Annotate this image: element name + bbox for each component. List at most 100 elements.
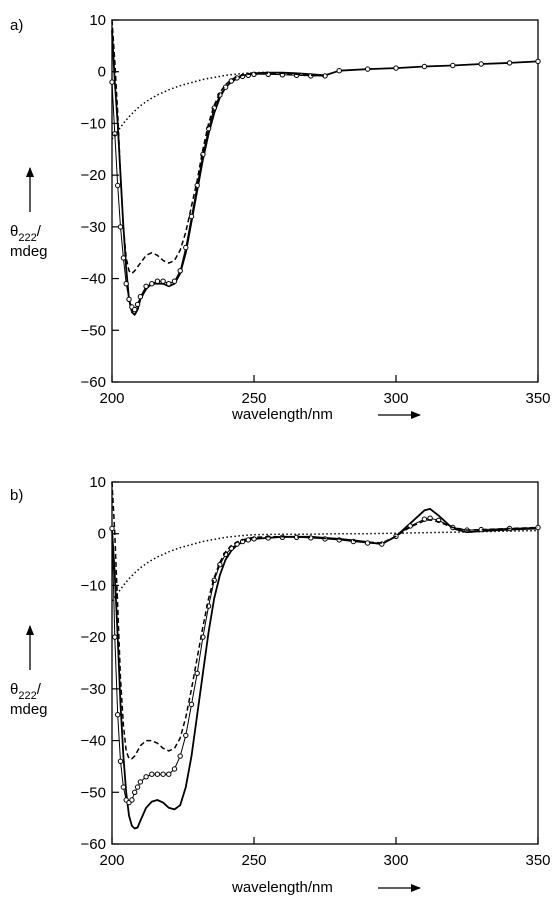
data-point (171, 278, 178, 284)
x-axis: 200 250 300 350 (99, 837, 551, 869)
data-point (137, 779, 144, 785)
data-point (115, 182, 121, 189)
x-axis: 200 250 300 350 (99, 375, 551, 407)
panel-b: b) 100−10−20−30−40−50−60 200 250 300 350 θ2… (10, 474, 551, 896)
y-axis: 10 0 −10 −20 −30 −40 −50 −60 (81, 12, 119, 391)
x-axis-label: wavelength/nm (231, 879, 421, 896)
x-axis-title: wavelength/nm (231, 879, 333, 896)
data-point (115, 712, 121, 718)
data-point (112, 634, 118, 640)
y-tick-label: −60 (81, 374, 106, 391)
series-line-dotted (111, 529, 539, 602)
data-point (166, 281, 172, 287)
data-point (188, 701, 195, 708)
series-line-circles (111, 517, 539, 804)
data-point (364, 540, 371, 546)
x-tick-label: 300 (383, 390, 408, 407)
data-point (120, 784, 127, 790)
plot-frame (111, 481, 539, 845)
x-tick-label: 200 (99, 852, 124, 869)
y-tick-label: 10 (89, 474, 106, 491)
data-point (117, 758, 124, 764)
series-line-solid (111, 30, 539, 316)
data-point (183, 732, 189, 739)
y-tick-label: −40 (81, 733, 106, 750)
x-tick-label: 350 (525, 852, 550, 869)
series-line-solid (111, 508, 539, 830)
x-tick-label: 200 (99, 390, 124, 407)
data-point (137, 294, 144, 300)
series-line-dotted (111, 71, 269, 140)
series-circle-markers (109, 515, 541, 806)
y-label-symbol: θ (10, 223, 18, 240)
y-tick-label: 10 (89, 12, 106, 29)
y-tick-label: −50 (81, 322, 106, 339)
x-axis-title: wavelength/nm (231, 406, 333, 423)
x-tick-label: 250 (241, 852, 266, 869)
data-point (160, 278, 166, 284)
series-line-dashed (111, 481, 539, 760)
y-tick-label: 0 (98, 526, 106, 543)
data-point (188, 213, 195, 220)
y-tick-label: −50 (81, 784, 106, 801)
y-tick-label: −10 (81, 577, 106, 594)
x-axis-label: wavelength/nm (231, 406, 421, 423)
data-point (129, 797, 135, 803)
panel-a: a) 100−10−20−30−40−50−60 200 250 300 350 θ2… (10, 12, 551, 423)
svg-text:θ222/: θ222/ (10, 223, 42, 244)
y-label-subscript: 222 (18, 232, 36, 244)
x-tick-label: 300 (383, 852, 408, 869)
y-axis-label: θ222/ mdeg (10, 167, 48, 260)
data-point (194, 670, 200, 676)
y-label-symbol: θ (10, 681, 18, 698)
y-tick-label: −10 (81, 115, 106, 132)
y-tick-label: −60 (81, 836, 106, 853)
data-point (117, 224, 124, 230)
data-point (134, 784, 141, 790)
y-tick-label: −40 (81, 271, 106, 288)
data-point (535, 58, 541, 65)
series-layer (109, 481, 541, 830)
y-tick-label: 0 (98, 64, 106, 81)
y-label-unit: mdeg (10, 701, 48, 718)
data-point (132, 789, 138, 795)
data-point (149, 771, 155, 777)
data-point (506, 60, 513, 66)
data-point (132, 306, 138, 313)
data-point (183, 244, 189, 251)
data-point (177, 753, 183, 759)
y-tick-label: −30 (81, 681, 106, 698)
series-line-dashed (111, 19, 326, 275)
data-point (171, 766, 178, 772)
x-tick-label: 350 (525, 390, 550, 407)
data-point (109, 79, 115, 85)
data-point (421, 63, 428, 70)
y-label-slash: / (37, 681, 42, 698)
data-point (393, 65, 399, 71)
panel-label: a) (10, 17, 23, 34)
data-point (143, 283, 149, 289)
y-axis-label: θ222/ mdeg (10, 625, 48, 718)
y-label-unit: mdeg (10, 243, 48, 260)
data-point (109, 525, 115, 532)
y-tick-label: −30 (81, 219, 106, 236)
data-point (478, 61, 484, 67)
plot-frame (111, 19, 539, 383)
data-point (126, 296, 132, 302)
data-point (143, 774, 149, 780)
data-point (336, 68, 342, 74)
series-layer (109, 19, 541, 316)
svg-text:θ222/: θ222/ (10, 681, 42, 702)
x-tick-label: 250 (241, 390, 266, 407)
y-tick-label: −20 (81, 167, 106, 184)
data-point (450, 62, 456, 69)
data-point (160, 771, 166, 777)
data-point (177, 268, 183, 274)
data-point (166, 771, 172, 777)
series-line-circles (111, 60, 539, 311)
y-tick-label: −20 (81, 629, 106, 646)
data-point (134, 301, 141, 308)
data-point (364, 66, 371, 72)
data-point (123, 281, 129, 287)
